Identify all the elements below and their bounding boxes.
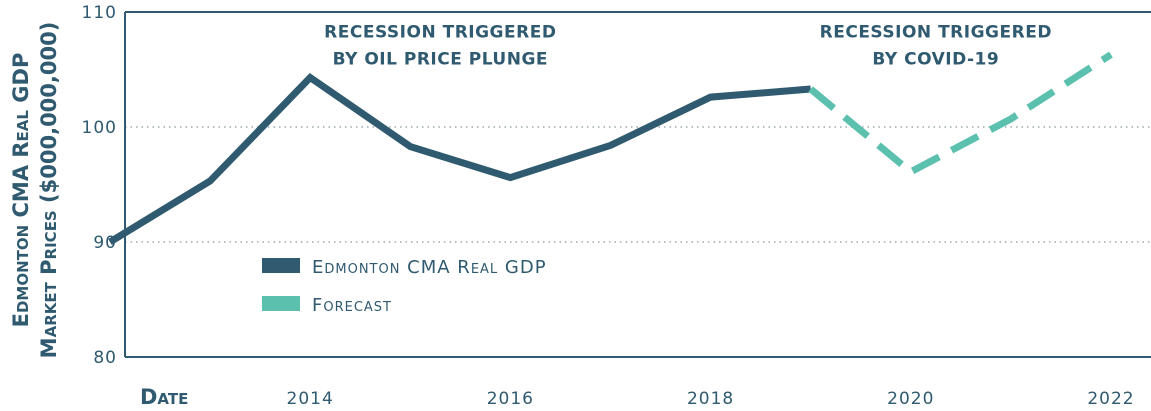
y-tick-label-100: 100: [82, 118, 117, 138]
x-tick-labels: 2014 2016 2018 2020 2022: [287, 389, 1134, 409]
x-tick-label-2018: 2018: [687, 389, 734, 409]
y-axis-title-line-2: Market Prices ($000,000,000): [37, 22, 61, 359]
annotation-1-line-2: BY OIL PRICE PLUNGE: [333, 49, 548, 69]
x-tick-label-2022: 2022: [1087, 389, 1134, 409]
legend-label-forecast: Forecast: [312, 295, 392, 316]
y-axis-title: Edmonton CMA Real GDP Market Prices ($00…: [9, 22, 61, 359]
legend-swatch-forecast: [262, 296, 300, 311]
y-axis-title-line-1: Edmonton CMA Real GDP: [9, 53, 33, 328]
annotation-2-line-2: BY COVID-19: [872, 49, 999, 69]
legend-label-gdp: Edmonton CMA Real GDP: [312, 257, 547, 278]
x-tick-label-2020: 2020: [887, 389, 934, 409]
series-lines: [108, 51, 1113, 245]
series-line-forecast: [808, 51, 1113, 177]
y-tick-label-110: 110: [82, 3, 117, 23]
legend: Edmonton CMA Real GDP Forecast: [262, 257, 547, 316]
annotation-2: RECESSION TRIGGERED BY COVID-19: [820, 22, 1052, 69]
gridlines: [125, 126, 1151, 243]
x-tick-label-2014: 2014: [287, 389, 334, 409]
legend-swatch-gdp: [262, 258, 300, 273]
annotation-1-line-1: RECESSION TRIGGERED: [324, 22, 556, 42]
x-tick-label-2016: 2016: [487, 389, 534, 409]
annotation-1: RECESSION TRIGGERED BY OIL PRICE PLUNGE: [324, 22, 556, 69]
annotation-2-line-1: RECESSION TRIGGERED: [820, 22, 1052, 42]
axes: [124, 11, 1151, 358]
annotations: RECESSION TRIGGERED BY OIL PRICE PLUNGERE…: [324, 22, 1052, 69]
y-tick-label-80: 80: [93, 348, 117, 368]
x-axis-title: Date: [140, 385, 188, 409]
series-line-gdp: [108, 72, 811, 245]
